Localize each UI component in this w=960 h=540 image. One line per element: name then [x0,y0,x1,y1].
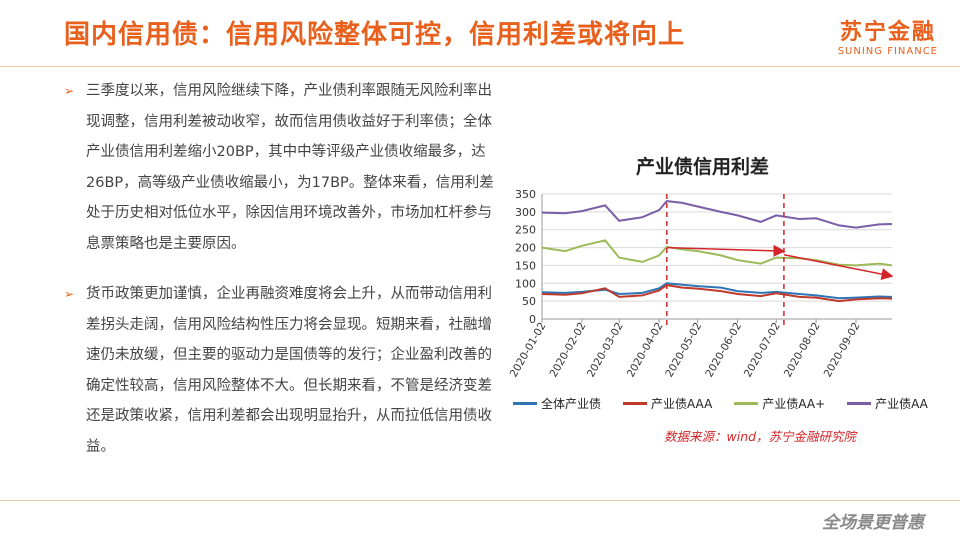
legend-swatch [623,402,648,405]
data-source-note: 数据来源：wind，苏宁金融研究院 [664,429,857,444]
x-tick-label: 2020-06-02 [703,321,744,380]
arrow-bullet-icon: ➢ [64,287,75,301]
y-tick-label: 50 [522,295,536,308]
footer-slogan: 全场景更普惠 [822,513,924,533]
x-tick-label: 2020-08-02 [782,321,823,380]
logo-en: SUNING FINANCE [837,46,938,57]
y-tick-label: 100 [515,277,536,290]
x-tick-label: 2020-05-02 [663,321,704,380]
y-tick-label: 200 [515,242,536,255]
y-tick-label: 0 [529,313,536,326]
y-tick-label: 350 [515,188,536,201]
chart-legend: 全体产业债 产业债AAA 产业债AA+ 产业债AA [513,395,928,412]
bullet-list: ➢ 三季度以来，信用风险继续下降，产业债利率跟随无风险利率出现调整，信用利差被动… [64,76,504,482]
header-divider [0,66,960,67]
x-tick-label: 2020-04-02 [625,321,666,380]
legend-swatch [847,402,872,405]
credit-spread-chart: 0 50 100 150 200 250 300 350 2020-01-022020-02-0… [508,188,894,380]
bullet-item: ➢ 货币政策更加谨慎，企业再融资难度将会上升，从而带动信用利差拐头走阔，信用风险… [64,279,504,462]
trend-arrow [666,244,786,257]
trend-arrow [783,253,894,280]
legend-item: 产业债AA+ [734,395,825,412]
bullet-text: 货币政策更加谨慎，企业再融资难度将会上升，从而带动信用利差拐头走阔，信用风险结构… [86,286,492,455]
bullet-item: ➢ 三季度以来，信用风险继续下降，产业债利率跟随无风险利率出现调整，信用利差被动… [64,76,504,259]
bullet-text: 三季度以来，信用风险继续下降，产业债利率跟随无风险利率出现调整，信用利差被动收窄… [86,83,494,252]
x-tick-label: 2020-09-02 [822,321,863,380]
brand-logo: 苏宁金融 SUNING FINANCE [838,14,938,57]
legend-item: 全体产业债 [513,395,601,412]
legend-swatch [513,402,537,405]
legend-item: 产业债AAA [623,395,712,412]
legend-label: 产业债AAA [651,397,713,411]
y-tick-label: 300 [515,206,536,219]
legend-item: 产业债AA [847,395,928,412]
page-title: 国内信用债：信用风险整体可控，信用利差或将向上 [64,20,686,50]
legend-label: 产业债AA [875,397,928,411]
series-line [541,200,893,229]
x-tick-label: 2020-02-02 [548,321,589,380]
x-tick-label: 2020-01-02 [508,321,549,380]
chart-title: 产业债信用利差 [636,156,770,178]
logo-cn: 苏宁金融 [839,20,936,45]
footer-divider [0,500,960,501]
legend-label: 全体产业债 [541,397,602,411]
series-line [541,239,893,267]
x-tick-label: 2020-07-02 [742,321,783,380]
y-tick-label: 150 [515,259,536,272]
x-tick-label: 2020-03-02 [585,321,626,380]
y-tick-label: 250 [515,224,536,237]
legend-swatch [734,402,759,405]
arrow-bullet-icon: ➢ [64,84,75,98]
legend-label: 产业债AA+ [762,397,826,411]
series-line [541,284,893,303]
